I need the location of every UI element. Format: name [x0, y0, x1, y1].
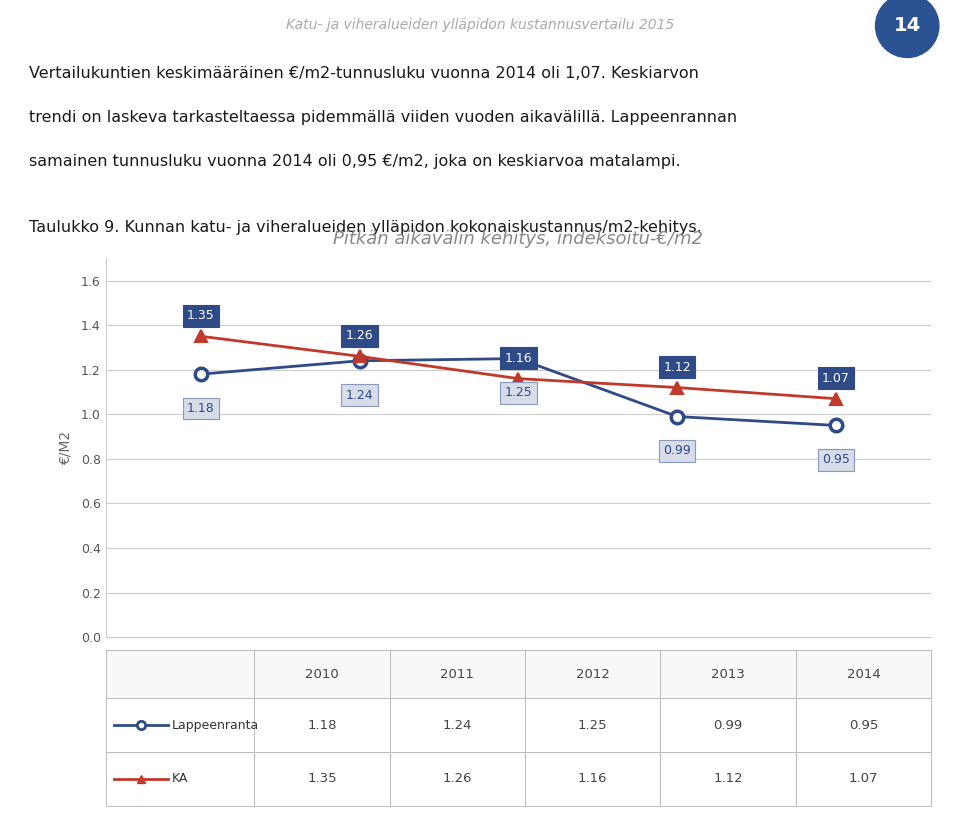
Text: Lappeenranta: Lappeenranta: [172, 719, 259, 731]
Text: 1.35: 1.35: [307, 772, 337, 786]
Text: 1.12: 1.12: [713, 772, 743, 786]
Text: 14: 14: [894, 17, 921, 35]
Text: Taulukko 9. Kunnan katu- ja viheralueiden ylläpidon kokonaiskustannus/m2-kehitys: Taulukko 9. Kunnan katu- ja viheralueide…: [29, 220, 702, 235]
FancyBboxPatch shape: [525, 650, 660, 698]
Line: KA: KA: [195, 330, 842, 405]
Text: Vertailukuntien keskimääräinen €/m2-tunnusluku vuonna 2014 oli 1,07. Keskiarvon: Vertailukuntien keskimääräinen €/m2-tunn…: [29, 66, 699, 81]
Text: samainen tunnusluku vuonna 2014 oli 0,95 €/m2, joka on keskiarvoa matalampi.: samainen tunnusluku vuonna 2014 oli 0,95…: [29, 154, 681, 169]
FancyBboxPatch shape: [106, 650, 254, 698]
Text: 0.95: 0.95: [822, 453, 850, 466]
Lappeenranta: [671, 412, 683, 421]
Text: 1.16: 1.16: [578, 772, 608, 786]
Text: 2013: 2013: [711, 667, 745, 681]
Text: 0.99: 0.99: [713, 719, 743, 731]
KA: [513, 374, 524, 384]
Text: 1.26: 1.26: [443, 772, 472, 786]
KA: [830, 394, 842, 404]
Text: 1.07: 1.07: [822, 372, 850, 385]
Text: 2014: 2014: [847, 667, 880, 681]
FancyBboxPatch shape: [796, 752, 931, 806]
FancyBboxPatch shape: [660, 752, 796, 806]
FancyBboxPatch shape: [390, 752, 525, 806]
FancyBboxPatch shape: [796, 698, 931, 752]
KA: [195, 332, 206, 342]
Text: 1.24: 1.24: [346, 388, 373, 402]
Text: 1.18: 1.18: [187, 402, 215, 415]
Lappeenranta: [513, 353, 524, 363]
FancyBboxPatch shape: [106, 752, 254, 806]
KA: [354, 352, 366, 362]
Text: 1.07: 1.07: [849, 772, 878, 786]
Text: 1.25: 1.25: [578, 719, 608, 731]
Text: 1.16: 1.16: [505, 352, 532, 365]
FancyBboxPatch shape: [390, 650, 525, 698]
Lappeenranta: [354, 356, 366, 366]
Text: 0.99: 0.99: [663, 444, 691, 457]
FancyBboxPatch shape: [525, 698, 660, 752]
FancyBboxPatch shape: [525, 752, 660, 806]
Text: trendi on laskeva tarkasteltaessa pidemmällä viiden vuoden aikavälillä. Lappeenr: trendi on laskeva tarkasteltaessa pidemm…: [29, 110, 737, 125]
FancyBboxPatch shape: [660, 650, 796, 698]
Text: KA: KA: [172, 772, 188, 786]
Lappeenranta: [830, 421, 842, 431]
Text: 1.12: 1.12: [663, 361, 691, 374]
FancyBboxPatch shape: [660, 698, 796, 752]
Text: 2010: 2010: [305, 667, 339, 681]
Line: Lappeenranta: Lappeenranta: [195, 352, 842, 431]
FancyBboxPatch shape: [106, 698, 254, 752]
FancyBboxPatch shape: [254, 698, 390, 752]
Title: Pitkän aikavälin kehitys, indeksoitu-€/m2: Pitkän aikavälin kehitys, indeksoitu-€/m…: [333, 231, 704, 248]
FancyBboxPatch shape: [390, 698, 525, 752]
FancyBboxPatch shape: [796, 650, 931, 698]
Text: 1.26: 1.26: [346, 329, 373, 342]
Text: 1.24: 1.24: [443, 719, 472, 731]
Text: 1.18: 1.18: [307, 719, 337, 731]
Text: 2011: 2011: [441, 667, 474, 681]
Text: 0.95: 0.95: [849, 719, 878, 731]
Lappeenranta: [195, 369, 206, 379]
Text: 1.35: 1.35: [187, 309, 215, 322]
FancyBboxPatch shape: [254, 650, 390, 698]
Text: 1.25: 1.25: [505, 387, 532, 399]
Text: 2012: 2012: [576, 667, 610, 681]
KA: [671, 382, 683, 392]
Y-axis label: €/M2: €/M2: [59, 431, 72, 465]
FancyBboxPatch shape: [254, 752, 390, 806]
Text: Katu- ja viheralueiden ylläpidon kustannusvertailu 2015: Katu- ja viheralueiden ylläpidon kustann…: [286, 18, 674, 32]
